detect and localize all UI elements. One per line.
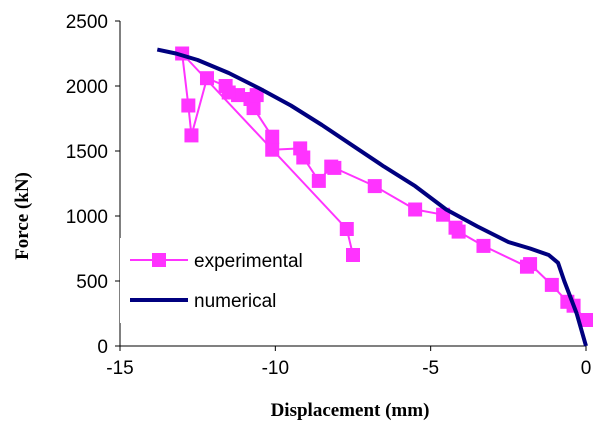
data-point-experimental [339,222,354,236]
data-point-experimental [265,129,280,144]
data-point-experimental [448,220,463,235]
x-tick-label: -15 [106,358,133,379]
data-point-experimental [181,98,196,113]
data-point-experimental [293,141,308,156]
y-tick-label: 1500 [66,142,108,163]
data-point-experimental [544,277,559,292]
y-axis-title: Force (kN) [12,172,33,260]
data-point-experimental [265,142,280,157]
data-point-experimental [579,313,593,327]
y-tick-label: 0 [97,337,108,358]
x-tick-label: 0 [581,358,592,379]
data-point-experimental [218,79,233,93]
data-point-experimental [367,179,382,194]
x-tick-label: -10 [262,358,289,379]
y-tick-label: 2000 [66,77,108,98]
y-tick-label: 1000 [66,207,108,228]
data-point-experimental [184,128,199,143]
legend-experimental-label: experimental [194,251,303,272]
series-line-numerical [156,47,588,347]
data-point-experimental [476,238,491,253]
data-point-experimental [324,159,339,174]
y-tick-label: 2500 [66,12,108,33]
legend-experimental-marker [152,253,166,267]
x-tick-label: -5 [422,358,439,379]
data-point-experimental [408,202,423,217]
legend-box [120,238,335,323]
legend-numerical-label: numerical [194,291,276,312]
axes: 0 500 1000 1500 2000 2500 -15 -10 -5 0 [66,12,592,379]
data-point-experimental [249,88,264,103]
data-point-experimental [199,71,214,86]
data-point-experimental [519,259,534,274]
legend: experimental numerical [120,238,335,323]
y-tick-label: 500 [76,272,108,293]
x-axis-title: Displacement (mm) [271,400,430,421]
data-point-experimental [346,248,360,262]
series-layer [156,46,593,347]
data-point-experimental [311,173,326,188]
